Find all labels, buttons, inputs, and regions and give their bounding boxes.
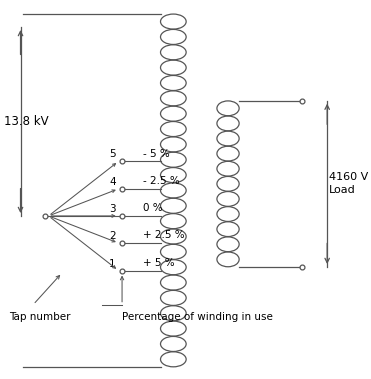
Text: 5: 5 — [109, 149, 116, 159]
Text: 13.8 kV: 13.8 kV — [4, 115, 49, 128]
Text: 0 %: 0 % — [142, 203, 162, 213]
Text: 1: 1 — [109, 259, 116, 269]
Text: 3: 3 — [109, 204, 116, 214]
Text: Percentage of winding in use: Percentage of winding in use — [122, 312, 273, 322]
Text: Tap number: Tap number — [9, 312, 71, 322]
Text: + 5 %: + 5 % — [142, 258, 174, 268]
Text: 4160 V
Load: 4160 V Load — [329, 172, 368, 196]
Text: - 2.5 %: - 2.5 % — [142, 176, 179, 186]
Text: + 2.5 %: + 2.5 % — [142, 230, 184, 241]
Text: - 5 %: - 5 % — [142, 149, 169, 158]
Text: 2: 2 — [109, 231, 116, 241]
Text: 4: 4 — [109, 177, 116, 187]
